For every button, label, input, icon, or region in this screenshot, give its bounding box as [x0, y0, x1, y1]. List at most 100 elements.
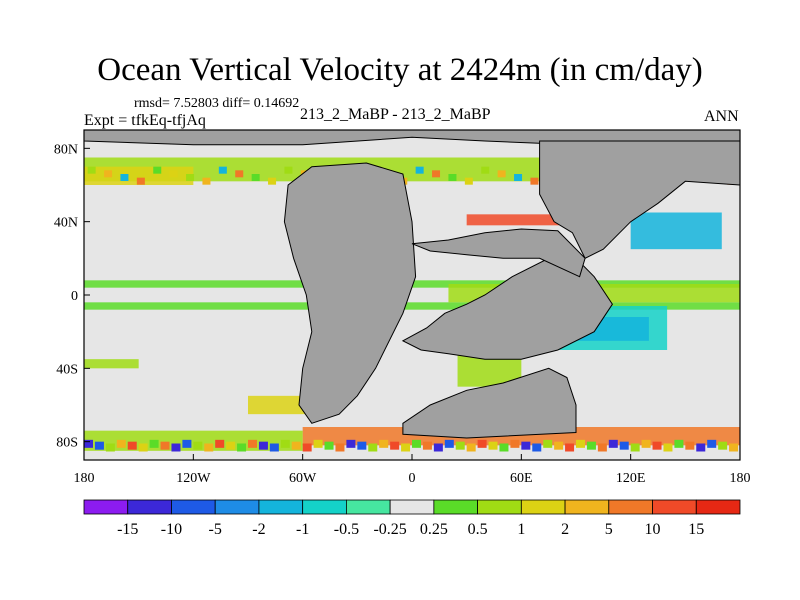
- colorbar-swatch: [302, 499, 347, 515]
- field-cell: [202, 177, 211, 185]
- x-tick-label: 120E: [616, 471, 646, 486]
- land-polygon: [411, 228, 586, 278]
- colorbar-swatch: [695, 499, 741, 515]
- x-tick-label: 180: [74, 471, 95, 486]
- field-cell: [532, 443, 542, 452]
- field-cell: [543, 439, 553, 448]
- field-cell: [597, 443, 607, 452]
- colorbar-label: 0.25: [420, 521, 448, 538]
- colorbar-label: -2: [252, 521, 265, 538]
- field-cell: [169, 170, 178, 178]
- field-cell: [432, 170, 441, 178]
- colorbar-swatch: [520, 499, 566, 515]
- colorbar-swatch: [608, 499, 653, 515]
- field-cell: [497, 170, 506, 178]
- field-cell: [127, 441, 137, 450]
- colorbar-label: -0.25: [373, 521, 406, 538]
- colorbar-label: 15: [688, 521, 704, 538]
- colorbar-swatch: [214, 499, 260, 515]
- colorbar-label: 5: [605, 521, 613, 538]
- field-cell: [619, 441, 629, 450]
- field-cell: [313, 439, 323, 448]
- field-cell: [105, 443, 115, 452]
- field-cell: [357, 441, 367, 450]
- field-cell: [663, 443, 673, 452]
- colorbar: -15 -10 -5 -2 -1 -0.5 -0.25 0.25 0.5 1 2 5 10 15: [83, 499, 741, 538]
- field-cell: [116, 439, 126, 448]
- field-cell: [707, 439, 717, 448]
- land-mass: [84, 130, 740, 439]
- x-tick-label: 180: [730, 471, 751, 486]
- colorbar-swatch: [83, 499, 129, 515]
- field-cell: [204, 443, 214, 452]
- field-cell: [521, 441, 531, 450]
- field-cell: [324, 441, 334, 450]
- field-cell: [84, 439, 93, 448]
- field-cell: [685, 441, 695, 450]
- field-cell: [335, 443, 345, 452]
- land-polygon: [283, 162, 417, 424]
- field-cell: [368, 443, 378, 452]
- field-patch: [84, 359, 139, 369]
- field-cell: [641, 439, 651, 448]
- field-cell: [488, 441, 498, 450]
- colorbar-label: 0.5: [468, 521, 488, 538]
- colorbar-swatch: [171, 499, 216, 515]
- field-cell: [186, 174, 195, 181]
- field-patch: [466, 214, 576, 226]
- colorbar-label: -0.5: [334, 521, 359, 538]
- y-axis: 80N 40N 0 40S 80S: [54, 142, 90, 451]
- colorbar-swatch: [477, 499, 522, 515]
- y-tick-label: 40S: [56, 362, 78, 377]
- field-cell: [415, 166, 424, 174]
- field-cell: [149, 439, 159, 448]
- field-patch: [84, 302, 740, 310]
- x-tick-label: 120W: [176, 471, 211, 486]
- field-cell: [674, 439, 684, 448]
- colorbar-label: 1: [517, 521, 525, 538]
- field-cell: [138, 443, 148, 452]
- field-cell: [248, 439, 257, 448]
- field-cell: [136, 177, 145, 185]
- x-tick-label: 0: [409, 471, 416, 486]
- field-cell: [94, 441, 104, 450]
- land-polygon: [539, 140, 740, 259]
- colorbar-label: 10: [645, 521, 661, 538]
- field-cell: [182, 439, 192, 448]
- field-cell: [444, 439, 454, 448]
- chart-title: Ocean Vertical Velocity at 2424m (in cm/…: [97, 52, 703, 88]
- field-cell: [120, 174, 129, 181]
- field-cell: [477, 439, 487, 448]
- field-cell: [401, 443, 411, 452]
- field-cell: [422, 441, 432, 450]
- field-cell: [268, 177, 277, 185]
- field-cell: [630, 443, 640, 452]
- field-cell: [215, 439, 225, 448]
- field-cell: [390, 441, 400, 450]
- field-cell: [565, 443, 575, 452]
- y-tick-label: 80N: [54, 142, 78, 157]
- field-patch: [630, 212, 722, 250]
- field-cell: [481, 166, 490, 174]
- field-cell: [554, 441, 564, 450]
- field-cell: [284, 166, 293, 174]
- colorbar-swatch: [652, 499, 697, 515]
- colorbar-swatch: [564, 499, 610, 515]
- stats-text: rmsd= 7.52803 diff= 0.14692: [134, 96, 300, 111]
- land-polygon: [402, 367, 577, 439]
- colorbar-swatch: [127, 499, 172, 515]
- field-cell: [718, 441, 728, 450]
- colorbar-label: -5: [209, 521, 222, 538]
- field-cell: [499, 443, 509, 452]
- field-cell: [153, 166, 162, 174]
- colorbar-label: -15: [117, 521, 138, 538]
- field-cell: [412, 439, 421, 448]
- field-cell: [218, 166, 227, 174]
- field-cell: [269, 443, 279, 452]
- experiment-label: Expt = tfkEq-tfjAq: [84, 112, 206, 129]
- field-cell: [464, 177, 473, 185]
- field-cell: [291, 441, 301, 450]
- field-cell: [346, 439, 356, 448]
- field-cell: [455, 441, 465, 450]
- field-cell: [514, 174, 523, 181]
